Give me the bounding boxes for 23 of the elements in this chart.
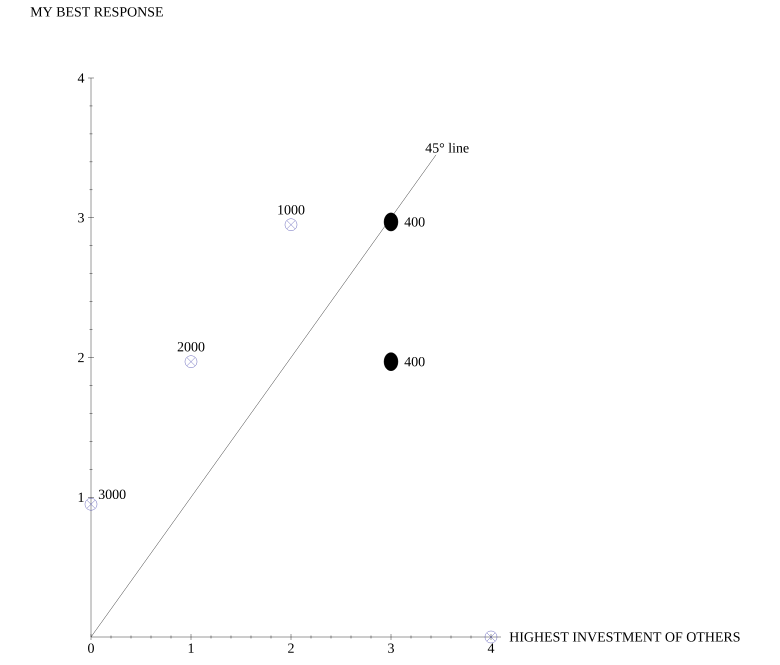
point — [384, 352, 398, 371]
annotation: 2000 — [178, 342, 204, 352]
point — [184, 355, 198, 368]
point — [384, 212, 398, 232]
y-tick-label: 2 — [78, 352, 84, 362]
y-tick-label: 1 — [78, 492, 84, 502]
annotation: 3000 — [98, 490, 126, 500]
point — [84, 498, 98, 510]
x-tick-label: 2 — [288, 644, 294, 653]
y-tick-label: 4 — [78, 73, 84, 83]
x-tick-label: 1 — [188, 644, 194, 653]
x-tick-label: 4 — [488, 644, 494, 653]
point — [484, 630, 498, 644]
x-tick-label: 3 — [388, 644, 394, 653]
annotation: 400 — [404, 356, 425, 366]
annotation: 400 — [404, 217, 425, 227]
point — [284, 218, 298, 231]
annotation: 1000 — [278, 205, 304, 215]
y-tick-label: 3 — [78, 213, 84, 222]
y-axis-title: MY BEST RESPONSE — [30, 7, 163, 17]
annotation: 45° line — [425, 142, 469, 153]
x-axis-title: HIGHEST INVESTMENT OF OTHERS — [510, 632, 740, 642]
x-tick-label: 0 — [88, 644, 94, 653]
